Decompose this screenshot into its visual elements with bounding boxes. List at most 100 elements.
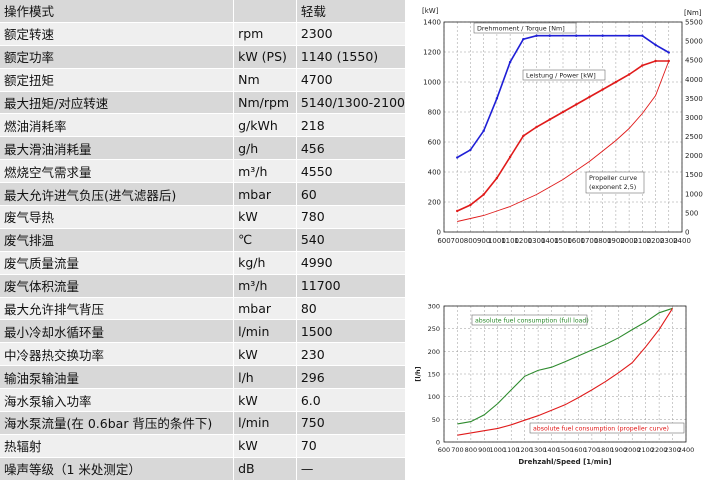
y-right-tick-label: 5500 xyxy=(685,19,703,27)
propeller-annotation: absolute fuel consumption (propeller cur… xyxy=(533,426,669,433)
table-row: 废气排温 ℃ 540 xyxy=(0,228,407,252)
table-cell-unit: l/min xyxy=(233,319,297,344)
table-cell-unit: l/h xyxy=(233,365,297,390)
table-cell-item: 海水泵输入功率 xyxy=(0,388,235,413)
table-cell-unit: kW (PS) xyxy=(233,45,297,69)
table-cell-item: 最大允许进气负压(进气滤器后) xyxy=(0,182,235,207)
table-cell-item: 额定转速 xyxy=(0,22,235,46)
table-cell-item: 废气体积流量 xyxy=(0,274,235,298)
table-cell-unit: mbar xyxy=(233,182,297,207)
table-cell-unit: l/min xyxy=(233,411,297,435)
x-tick-label: 2400 xyxy=(678,446,695,454)
y-right-tick-label: 1500 xyxy=(685,171,703,179)
x-tick-label: 2300 xyxy=(660,237,678,245)
power-point xyxy=(469,203,472,207)
torque-point xyxy=(508,60,512,64)
x-tick-label: 800 xyxy=(464,237,477,245)
table-cell-value: 80 xyxy=(296,297,407,321)
torque-annotation: Drehmoment / Torque [Nm] xyxy=(477,25,565,33)
power-torque-chart: 600 700 800 9001000110012001300140015001600… xyxy=(422,7,703,245)
y-left-tick-label: 1000 xyxy=(423,79,441,87)
table-cell-item: 海水泵流量(在 0.6bar 背压的条件下) xyxy=(0,411,235,435)
y-tick-label: 100 xyxy=(428,393,440,401)
propeller-series-line xyxy=(457,308,674,436)
table-cell-value: 296 xyxy=(296,365,407,390)
table-cell-value: 230 xyxy=(296,342,407,367)
power-point xyxy=(561,110,565,114)
x-tick-label: 900 xyxy=(478,446,490,454)
x-tick-label: 1300 xyxy=(530,446,547,454)
table-cell-unit xyxy=(233,0,297,23)
y-left-tick-label: 800 xyxy=(428,109,441,117)
x-tick-label: 1900 xyxy=(607,237,625,245)
power-point xyxy=(548,118,551,121)
y-axis-label: [l/h] xyxy=(414,366,422,381)
x-tick-label: 1600 xyxy=(570,446,587,454)
power-point xyxy=(627,73,631,76)
torque-point xyxy=(456,156,459,159)
plot-frame xyxy=(443,305,687,443)
x-tick-label: 1000 xyxy=(488,237,506,245)
propeller-label-box xyxy=(585,171,645,194)
x-tick-label: 2200 xyxy=(647,237,665,245)
table-cell-item: 额定功率 xyxy=(0,45,235,69)
propeller-annotation-line1: Propeller curve xyxy=(589,174,637,182)
power-label-box xyxy=(522,69,606,81)
table-row: 噪声等级（1 米处测定） dB — xyxy=(0,457,407,481)
power-point xyxy=(588,95,591,99)
table-cell-unit: kg/h xyxy=(233,251,297,275)
power-point xyxy=(456,209,459,213)
table-cell-unit: rpm xyxy=(233,22,297,46)
table-cell-unit: kW xyxy=(233,205,297,229)
plot-frame xyxy=(443,21,683,233)
x-tick-label: 2400 xyxy=(673,237,691,245)
table-cell-value: 4700 xyxy=(296,68,407,92)
table-cell-unit: m³/h xyxy=(233,274,297,298)
table-cell-unit: dB xyxy=(233,457,297,481)
table-cell-value: 2300 xyxy=(296,22,407,46)
table-cell-unit: g/kWh xyxy=(233,113,297,138)
x-tick-label: 1200 xyxy=(514,237,532,245)
table-cell-item: 废气排温 xyxy=(0,228,235,252)
power-point xyxy=(641,64,644,67)
propeller-series-line xyxy=(457,60,670,222)
torque-point xyxy=(535,34,538,37)
x-tick-label: 1400 xyxy=(541,237,559,245)
x-tick-label: 1500 xyxy=(557,446,574,454)
x-tick-label: 1100 xyxy=(501,237,519,245)
table-row: 最大允许排气背压 mbar 80 xyxy=(0,297,407,321)
torque-point xyxy=(654,43,657,47)
table-cell-value: 780 xyxy=(296,205,407,229)
x-tick-label: 1500 xyxy=(554,237,572,245)
table-cell-value: 540 xyxy=(296,228,407,252)
table-cell-item: 输油泵输油量 xyxy=(0,365,235,390)
table-row: 最大允许进气负压(进气滤器后) mbar 60 xyxy=(0,182,407,207)
table-row: 海水泵流量(在 0.6bar 背压的条件下) l/min 750 xyxy=(0,411,407,435)
power-annotation: Leistung / Power [kW] xyxy=(526,72,596,80)
full-series-line xyxy=(457,307,673,425)
y-right-tick-label: 3000 xyxy=(685,114,703,122)
power-point xyxy=(508,155,512,159)
table-row: 废气导热 kW 780 xyxy=(0,205,407,229)
power-point xyxy=(495,176,499,180)
table-cell-item: 热辐射 xyxy=(0,434,235,458)
torque-point xyxy=(575,34,578,37)
table-cell-value: 轻载 xyxy=(296,0,407,23)
table-cell-item: 最小冷却水循环量 xyxy=(0,319,235,344)
table-row: 最大滑油消耗量 g/h 456 xyxy=(0,136,407,161)
full-load-annotation: absolute fuel consumption (full load) xyxy=(475,318,589,325)
table-row: 额定扭矩 Nm 4700 xyxy=(0,68,407,92)
table-row: 中冷器热交换功率 kW 230 xyxy=(0,342,407,367)
table-cell-unit: m³/h xyxy=(233,159,297,184)
y-left-tick-label: 400 xyxy=(428,169,441,177)
table-row: 最大扭矩/对应转速 Nm/rpm 5140/1300-2100 xyxy=(0,91,407,115)
x-tick-label: 1900 xyxy=(611,446,628,454)
y-right-tick-label: 5000 xyxy=(685,38,703,46)
table-cell-unit: kW xyxy=(233,434,297,458)
torque-point xyxy=(548,34,551,37)
power-point xyxy=(575,103,578,106)
power-point xyxy=(654,59,657,63)
y-left-tick-label: 1400 xyxy=(423,19,441,27)
x-tick-label: 2100 xyxy=(633,237,651,245)
x-tick-label: 2000 xyxy=(624,446,641,454)
